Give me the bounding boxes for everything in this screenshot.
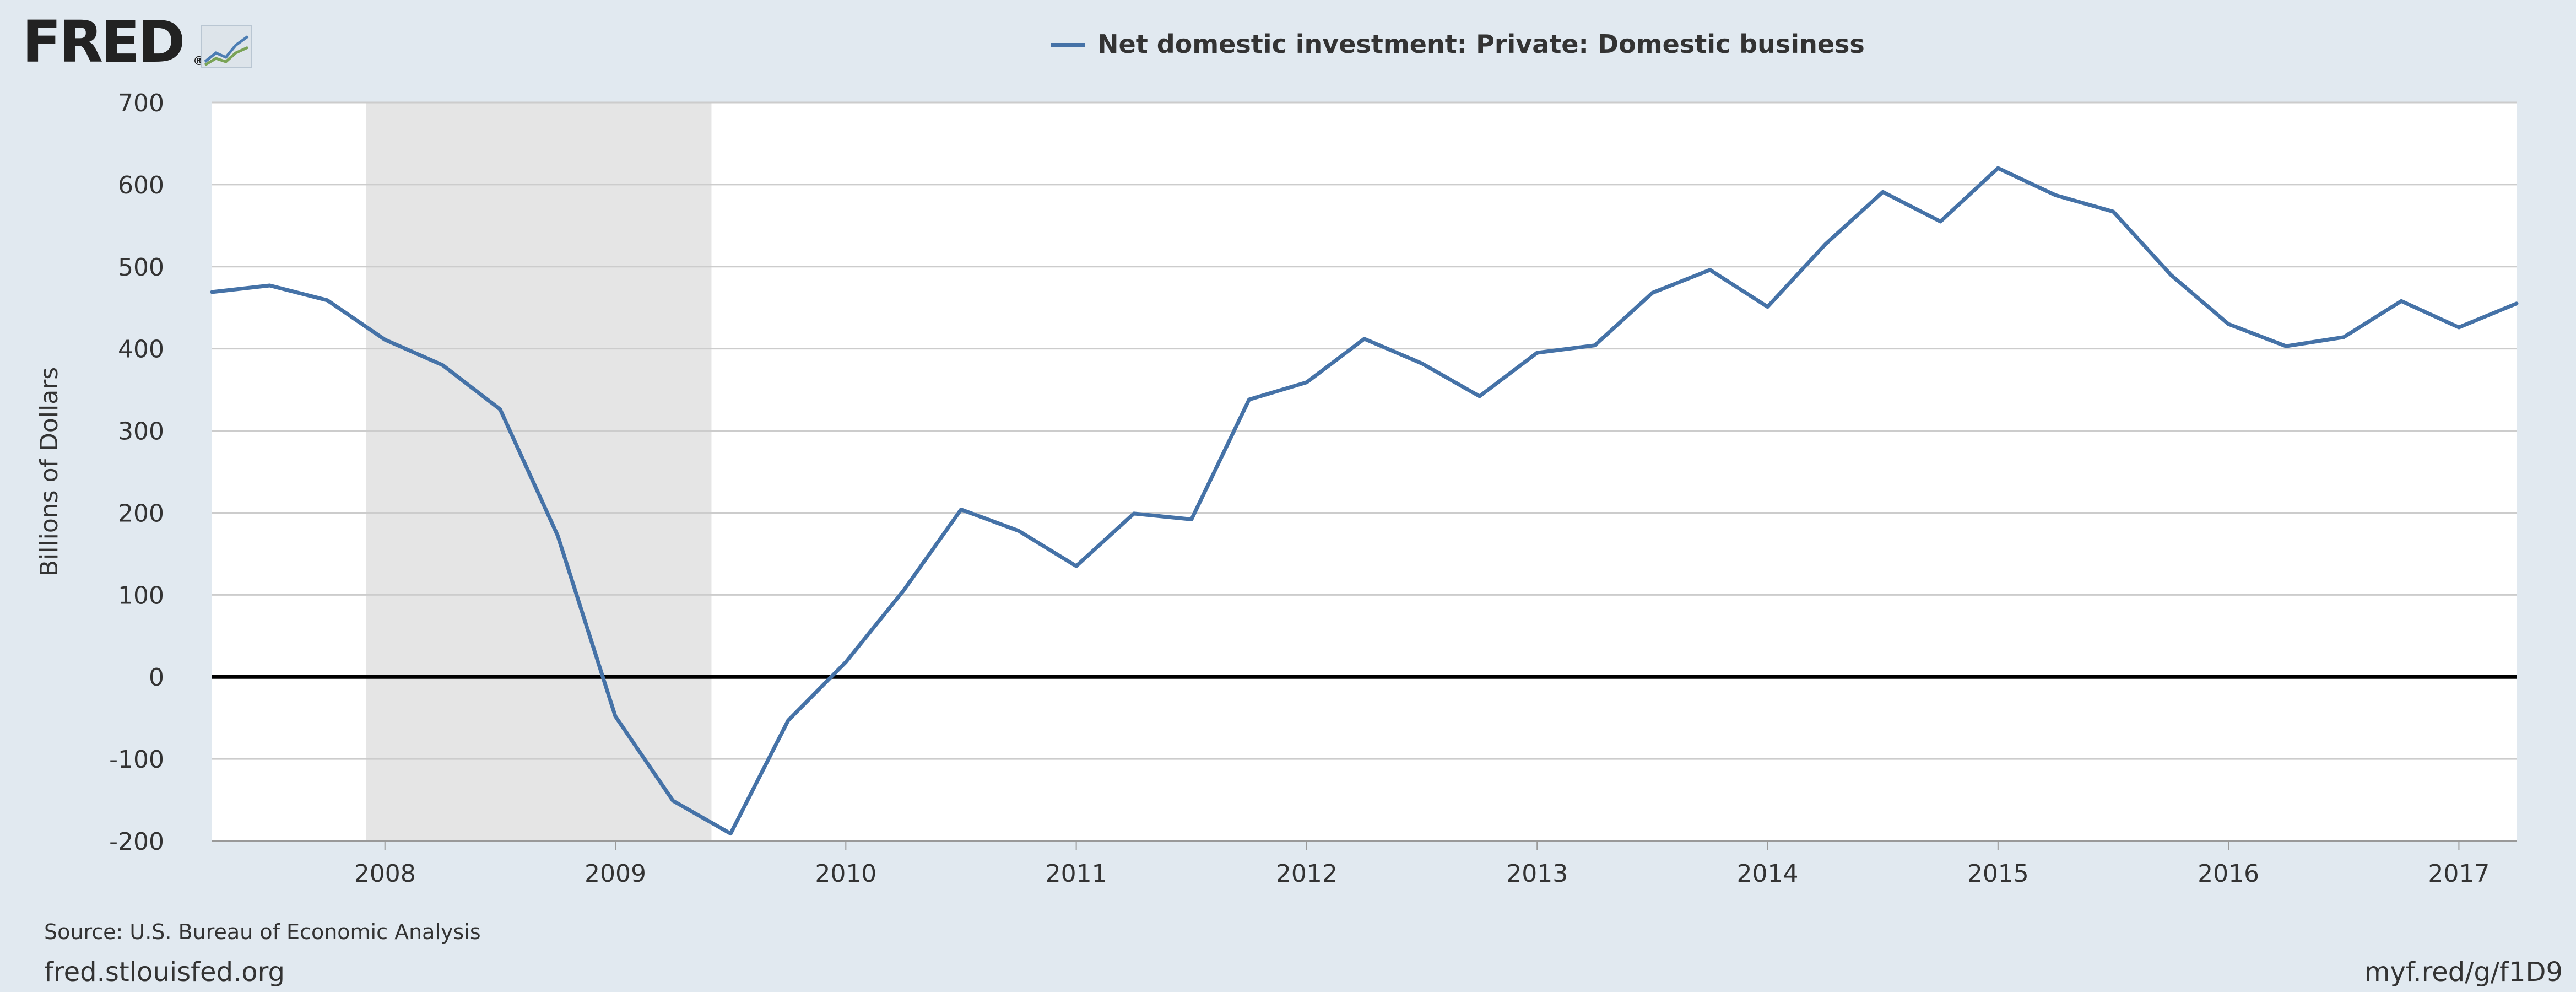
data-point (2400, 300, 2402, 302)
y-tick-label: 100 (118, 581, 164, 610)
data-point (729, 833, 732, 835)
data-point (2458, 326, 2460, 328)
data-point (269, 284, 271, 287)
data-point (902, 590, 905, 592)
data-point (2227, 323, 2229, 325)
data-point (2054, 194, 2057, 196)
data-point (441, 364, 443, 366)
fred-logo-text: FRED (22, 8, 183, 76)
recession-band (366, 103, 712, 841)
data-point (1248, 398, 1250, 401)
recession-shading (366, 103, 712, 841)
data-point (960, 508, 962, 510)
x-tick-label: 2008 (354, 860, 416, 888)
data-point (2285, 345, 2287, 347)
data-point (1997, 167, 1999, 169)
data-point (1536, 352, 1538, 354)
data-point (787, 719, 789, 721)
data-point (1133, 513, 1135, 515)
x-tick-label: 2013 (1506, 860, 1568, 888)
data-point (1594, 344, 1596, 347)
data-point (2342, 336, 2345, 338)
line-graph-icon (201, 25, 252, 68)
x-tick-label: 2009 (585, 860, 646, 888)
data-point (1651, 292, 1653, 294)
y-tick-label: 400 (118, 336, 164, 364)
y-axis-title: Billions of Dollars (35, 367, 63, 576)
data-point (1767, 306, 1769, 308)
data-point (672, 800, 674, 802)
data-point (499, 408, 501, 411)
y-tick-label: 0 (149, 664, 164, 692)
data-point (1421, 362, 1423, 364)
data-point (211, 291, 213, 293)
data-point (326, 299, 328, 301)
data-point (1190, 518, 1193, 520)
data-point (1018, 530, 1020, 532)
data-point (1882, 191, 1884, 193)
y-tick-label: 200 (118, 499, 164, 527)
x-tick-label: 2017 (2428, 860, 2490, 888)
data-point (614, 715, 616, 718)
x-tick-label: 2015 (1967, 860, 2029, 888)
data-point (1824, 244, 1826, 246)
data-point (845, 661, 847, 663)
series-layer (210, 166, 2519, 836)
data-point (2112, 211, 2114, 213)
x-tick-label: 2011 (1046, 860, 1107, 888)
data-point (2170, 274, 2172, 276)
series-line (210, 166, 2519, 836)
short-link[interactable]: myf.red/g/f1D9 (2364, 957, 2563, 988)
x-tick-label: 2014 (1737, 860, 1799, 888)
data-point (1306, 381, 1308, 384)
y-tick-label: 700 (118, 89, 164, 117)
y-tick-label: -100 (109, 746, 164, 774)
x-tick-label: 2010 (815, 860, 876, 888)
data-point (556, 535, 559, 537)
site-link[interactable]: fred.stlouisfed.org (44, 957, 285, 988)
data-point (1363, 338, 1366, 340)
fred-logo[interactable]: FRED ® (22, 8, 252, 76)
y-tick-label: 300 (118, 418, 164, 446)
source-note: Source: U.S. Bureau of Economic Analysis (44, 920, 481, 944)
x-tick-label: 2016 (2198, 860, 2259, 888)
y-tick-label: -200 (109, 828, 164, 856)
data-point (1709, 269, 1711, 271)
y-axis-ticks: -200 -100 0 100 200 300 400 500 600 700 (109, 89, 164, 856)
x-tick-label: 2012 (1276, 860, 1338, 888)
data-point (384, 338, 386, 341)
data-point (1075, 565, 1078, 567)
x-axis-ticks: 2008 2009 2010 2011 2012 2013 2014 2015 2016 2017 (212, 840, 2517, 888)
data-point (1939, 220, 1941, 223)
legend-label: Net domestic investment: Private: Domest… (1097, 29, 1865, 59)
y-tick-label: 500 (118, 254, 164, 282)
data-point (2515, 303, 2518, 305)
legend: Net domestic investment: Private: Domest… (1051, 29, 1865, 59)
y-tick-label: 600 (118, 171, 164, 200)
data-point (1479, 395, 1481, 397)
